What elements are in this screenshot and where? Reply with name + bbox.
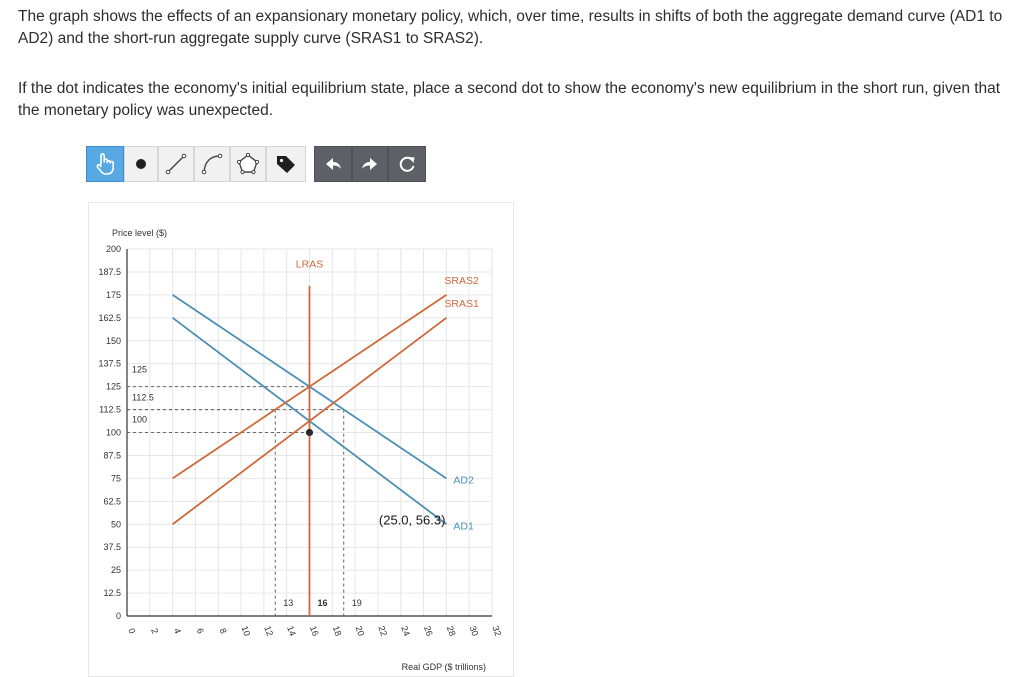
y-tick-label: 87.5 bbox=[103, 450, 121, 460]
curve-tool-button[interactable] bbox=[194, 146, 230, 182]
line-icon bbox=[165, 153, 187, 175]
y-axis-title: Price level ($) bbox=[112, 228, 167, 238]
x-tick-label: 10 bbox=[239, 625, 252, 638]
redo-button[interactable] bbox=[352, 146, 388, 182]
tag-icon bbox=[277, 156, 295, 173]
y-tick-label: 75 bbox=[111, 473, 121, 483]
hand-pointer-icon bbox=[96, 153, 114, 175]
x-tick-label: 16 bbox=[308, 625, 321, 638]
y-tick-label: 112.5 bbox=[99, 405, 121, 415]
guide-label-y: 100 bbox=[132, 415, 147, 425]
curve-label-sras2: SRAS2 bbox=[444, 275, 479, 287]
reset-icon bbox=[399, 156, 415, 172]
x-tick-label: 18 bbox=[331, 625, 344, 638]
x-tick-label: 26 bbox=[422, 625, 435, 638]
y-tick-label: 50 bbox=[111, 519, 121, 529]
y-tick-label: 175 bbox=[106, 290, 121, 300]
x-tick-label: 12 bbox=[262, 625, 275, 638]
y-tick-label: 150 bbox=[106, 336, 121, 346]
x-axis-title: Real GDP ($ trillions) bbox=[402, 662, 486, 672]
y-tick-label: 62.5 bbox=[103, 496, 121, 506]
redo-arrow-icon bbox=[362, 158, 377, 170]
pentagon-icon bbox=[236, 152, 260, 175]
y-tick-label: 0 bbox=[116, 611, 121, 621]
curve-label-lras: LRAS bbox=[296, 259, 323, 271]
guide-label-y: 125 bbox=[132, 365, 147, 375]
y-tick-label: 100 bbox=[106, 428, 121, 438]
x-tick-label: 8 bbox=[218, 627, 229, 635]
x-tick-label: 20 bbox=[354, 625, 367, 638]
y-tick-label: 125 bbox=[106, 382, 121, 392]
x-tick-label: 14 bbox=[285, 625, 298, 638]
x-tick-label: 6 bbox=[195, 627, 206, 635]
curve-label-ad2: AD2 bbox=[453, 474, 474, 486]
x-tick-label: 32 bbox=[490, 625, 503, 638]
guide-label-y: 112.5 bbox=[132, 393, 154, 403]
chart-svg[interactable]: 012.52537.55062.57587.5100112.5125137.51… bbox=[89, 203, 513, 676]
pointer-tool-button[interactable] bbox=[86, 146, 124, 182]
curve-icon bbox=[201, 153, 223, 175]
guide-label-x: 16 bbox=[317, 598, 327, 608]
guide-label-x: 19 bbox=[352, 598, 362, 608]
x-tick-label: 30 bbox=[468, 625, 481, 638]
graph-panel[interactable]: 0 12.5 25 37.5 50 62.5 75 87.5 100 112.5 125 137.5 1… bbox=[88, 202, 514, 677]
x-tick-label: 0 bbox=[126, 627, 137, 635]
undo-arrow-icon bbox=[326, 158, 341, 170]
question-paragraph-2: If the dot indicates the economy's initi… bbox=[18, 80, 1001, 119]
label-tool-button[interactable] bbox=[266, 146, 306, 182]
y-tick-label: 200 bbox=[106, 244, 121, 254]
point-tool-button[interactable] bbox=[124, 146, 158, 182]
x-tick-label: 2 bbox=[149, 627, 160, 635]
y-tick-label: 37.5 bbox=[103, 542, 121, 552]
polygon-tool-button[interactable] bbox=[230, 146, 266, 182]
y-tick-label: 187.5 bbox=[98, 267, 121, 277]
y-tick-label: 162.5 bbox=[98, 313, 121, 323]
y-tick-label: 12.5 bbox=[103, 588, 121, 598]
question-paragraph-1: The graph shows the effects of an expans… bbox=[18, 8, 1003, 47]
reset-button[interactable] bbox=[388, 146, 426, 182]
y-tick-label: 25 bbox=[111, 565, 121, 575]
line-tool-button[interactable] bbox=[158, 146, 194, 182]
undo-button[interactable] bbox=[314, 146, 352, 182]
curve-label-ad1: AD1 bbox=[453, 520, 474, 532]
dot-icon bbox=[136, 159, 146, 169]
x-tick-label: 4 bbox=[172, 627, 183, 635]
x-tick-label: 24 bbox=[399, 625, 412, 638]
x-tick-label: 22 bbox=[376, 625, 389, 638]
curve-label-sras1: SRAS1 bbox=[444, 298, 479, 310]
y-tick-label: 137.5 bbox=[98, 359, 121, 369]
equilibrium-dot[interactable] bbox=[305, 428, 314, 437]
coordinate-readout: (25.0, 56.3) bbox=[379, 513, 446, 528]
x-tick-label: 28 bbox=[445, 625, 458, 638]
guide-label-x: 13 bbox=[283, 598, 293, 608]
